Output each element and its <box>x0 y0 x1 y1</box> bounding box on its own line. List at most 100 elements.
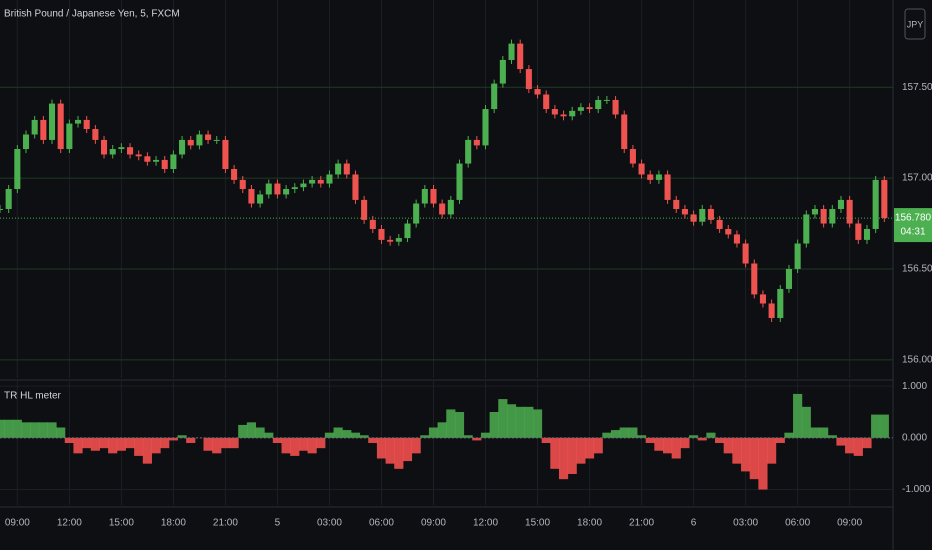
candle <box>785 268 792 289</box>
x-tick-label: 09:00 <box>421 518 446 529</box>
candle <box>22 134 30 150</box>
meter-bar <box>220 437 231 449</box>
y-tick-label: -1.000 <box>902 484 931 495</box>
meter-bar <box>142 437 152 464</box>
meter-bar <box>125 437 135 449</box>
meter-bar <box>879 414 889 438</box>
candle <box>170 154 177 170</box>
candle <box>5 189 12 209</box>
x-tick-label: 18:00 <box>577 518 602 529</box>
candle <box>430 189 437 204</box>
meter-bar <box>593 437 603 454</box>
meter-bar <box>333 427 343 438</box>
meter-bar <box>584 437 595 459</box>
meter-bar <box>324 432 335 438</box>
candle <box>577 107 584 111</box>
candle <box>231 169 238 180</box>
meter-bar <box>662 437 673 454</box>
candle <box>855 223 862 240</box>
meter-bar <box>151 437 161 454</box>
meter-bar <box>576 437 586 464</box>
meter-bar <box>90 437 100 451</box>
currency-label[interactable]: JPY <box>907 19 924 29</box>
meter-bar <box>628 427 638 438</box>
meter-bar <box>793 393 803 438</box>
meter-bar <box>21 422 31 438</box>
meter-bar <box>246 422 257 438</box>
candle <box>92 129 99 140</box>
meter-bar <box>801 406 811 438</box>
meter-bar <box>680 437 690 449</box>
y-tick-label: 157.500 <box>902 82 932 93</box>
meter-bar <box>723 437 733 454</box>
candle <box>40 119 47 140</box>
meter-bar <box>394 437 404 469</box>
candle <box>283 189 290 195</box>
candle <box>213 139 220 141</box>
meter-bar <box>290 437 300 456</box>
meter-bar <box>177 435 187 438</box>
candle <box>57 103 64 150</box>
x-tick-label: 03:00 <box>733 518 758 529</box>
candle <box>603 99 610 101</box>
candle <box>101 139 108 155</box>
candle <box>586 107 593 110</box>
candle <box>846 199 853 224</box>
x-tick-label: 6 <box>691 518 697 529</box>
meter-bar <box>4 419 14 438</box>
meter-bar <box>316 437 326 449</box>
candle <box>421 189 428 204</box>
candle <box>153 159 160 162</box>
meter-bar <box>342 430 352 438</box>
meter-bar <box>532 409 543 438</box>
meter-bar <box>56 427 66 438</box>
meter-bar <box>272 437 283 443</box>
candle <box>456 163 463 200</box>
candle <box>491 83 498 110</box>
meter-bar <box>706 432 716 438</box>
y-tick-label: 157.000 <box>902 173 932 184</box>
chart-title: British Pound / Japanese Yen, 5, FXCM <box>4 9 180 20</box>
meter-bar <box>402 437 413 462</box>
candle <box>551 109 558 115</box>
currency-button[interactable] <box>904 8 926 40</box>
candle <box>638 163 645 175</box>
meter-bar <box>871 414 881 438</box>
meter-bar <box>489 412 499 438</box>
meter-bar <box>827 435 837 438</box>
candle <box>361 199 368 220</box>
meter-bar <box>567 437 577 474</box>
candle <box>569 110 576 117</box>
candle <box>187 139 194 146</box>
candle <box>265 183 272 195</box>
candle <box>751 263 758 295</box>
meter-bar <box>30 422 40 438</box>
meter-bar <box>281 437 291 454</box>
meter-bar <box>298 437 309 451</box>
candle <box>759 294 766 304</box>
candle <box>222 139 229 170</box>
meter-bar <box>506 404 517 438</box>
x-tick-label: 06:00 <box>785 518 810 529</box>
candle <box>66 123 73 150</box>
candle <box>196 134 203 146</box>
candle <box>655 174 662 180</box>
last-price-box <box>894 208 932 243</box>
meter-bar <box>12 419 22 438</box>
indicator-title: TR HL meter <box>4 391 62 402</box>
meter-bar <box>862 437 872 449</box>
candle <box>499 59 506 84</box>
meter-bar <box>428 427 439 438</box>
candle <box>0 208 4 210</box>
x-tick-label: 15:00 <box>109 518 134 529</box>
candle <box>335 163 342 175</box>
candle <box>205 134 212 140</box>
candle <box>118 147 125 150</box>
candle <box>508 43 515 60</box>
x-tick-label: 06:00 <box>369 518 394 529</box>
meter-bar <box>64 437 74 443</box>
candle <box>612 99 619 115</box>
meter-bar <box>160 437 170 449</box>
candle <box>161 159 168 170</box>
